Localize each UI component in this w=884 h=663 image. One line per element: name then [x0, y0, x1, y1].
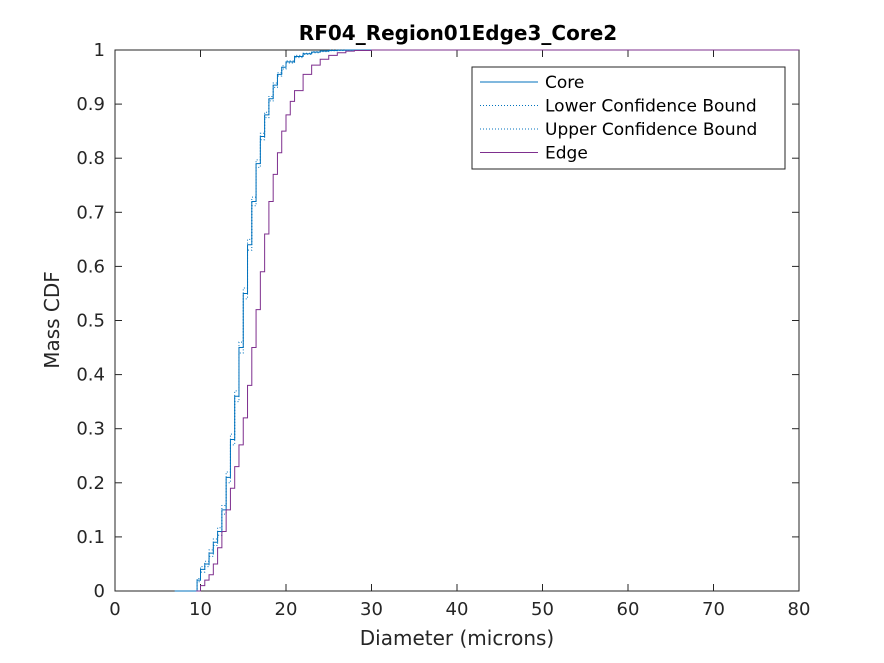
- y-tick-label: 0.5: [76, 311, 105, 332]
- y-tick-label: 0.1: [76, 527, 105, 548]
- x-tick-label: 60: [617, 599, 640, 620]
- series-layer: [174, 49, 799, 592]
- chart-title: RF04_Region01Edge3_Core2: [299, 21, 617, 45]
- y-tick-label: 0.9: [76, 94, 105, 115]
- legend-entry: Lower Confidence Bound: [545, 97, 757, 117]
- legend: Core Lower Confidence Bound Upper Confiden…: [471, 66, 786, 170]
- x-tick-label: 80: [788, 599, 811, 620]
- series-line-1: [174, 49, 748, 592]
- legend-entry: Core: [545, 73, 584, 93]
- series-line-3: [196, 49, 799, 592]
- x-tick-label: 30: [360, 599, 383, 620]
- y-tick-label: 0.3: [76, 419, 105, 440]
- y-tick-label: 0.7: [76, 202, 105, 223]
- legend-entry: Edge: [545, 144, 588, 164]
- y-tick-label: 1: [94, 40, 105, 61]
- x-axis-label: Diameter (microns): [360, 626, 554, 650]
- y-tick-label: 0.8: [76, 148, 105, 169]
- y-tick-label: 0.6: [76, 256, 105, 277]
- x-tick-label: 40: [446, 599, 469, 620]
- x-tick-label: 20: [275, 599, 298, 620]
- x-tick-label: 10: [189, 599, 212, 620]
- series-line-2: [174, 49, 748, 592]
- x-tick-label: 50: [531, 599, 554, 620]
- y-tick-label: 0: [94, 581, 105, 602]
- y-tick-label: 0.2: [76, 473, 105, 494]
- legend-entry: Upper Confidence Bound: [545, 120, 757, 140]
- y-axis-label: Mass CDF: [40, 271, 64, 369]
- x-tick-label: 0: [109, 599, 120, 620]
- x-tick-label: 70: [702, 599, 725, 620]
- axis-ticks: 0 10 20 30 40 50 60 70 80 0 0.1 0.2 0.3 0.4 0.5 0.6 0.7 0…: [76, 40, 810, 620]
- y-tick-label: 0.4: [76, 365, 105, 386]
